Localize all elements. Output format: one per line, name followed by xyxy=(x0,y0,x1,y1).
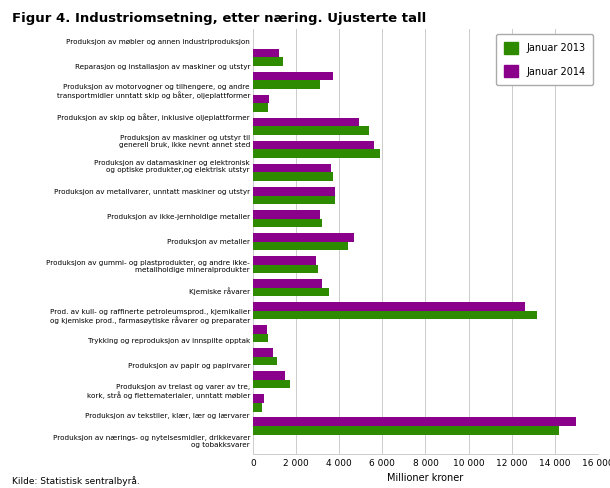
Text: Produksjon av ikke-jernholdige metaller: Produksjon av ikke-jernholdige metaller xyxy=(107,214,250,220)
Bar xyxy=(253,210,320,219)
Text: Produksjon av motorvogner og tilhengere, og andre
transportmidler unntatt skip o: Produksjon av motorvogner og tilhengere,… xyxy=(57,84,250,99)
Bar xyxy=(253,256,315,264)
Text: Figur 4. Industriomsetning, etter næring. Ujusterte tall: Figur 4. Industriomsetning, etter næring… xyxy=(12,12,426,25)
Bar xyxy=(253,118,359,126)
Text: Produksjon av trelast og varer av tre,
kork, strå og flettematerialer, unntatt m: Produksjon av trelast og varer av tre, k… xyxy=(87,384,250,399)
Bar xyxy=(253,287,329,296)
Bar xyxy=(253,149,380,158)
Bar xyxy=(253,49,279,57)
Bar xyxy=(253,196,335,204)
Bar xyxy=(253,357,277,366)
Bar xyxy=(253,417,576,426)
Bar xyxy=(253,279,322,287)
Bar xyxy=(253,219,322,227)
Bar xyxy=(253,163,331,172)
Bar xyxy=(253,126,370,135)
Bar xyxy=(253,95,269,103)
Bar xyxy=(253,264,318,273)
Bar xyxy=(253,242,348,250)
Bar xyxy=(253,81,320,89)
Text: Produksjon av papir og papirvarer: Produksjon av papir og papirvarer xyxy=(127,364,250,369)
Bar xyxy=(253,325,267,334)
Text: Produksjon av nærings- og nytelsesmidler, drikkevarer
og tobakksvarer: Produksjon av nærings- og nytelsesmidler… xyxy=(52,435,250,448)
Bar xyxy=(253,172,333,181)
Text: Produksjon av metaller: Produksjon av metaller xyxy=(167,239,250,244)
Bar xyxy=(253,311,537,320)
Bar xyxy=(253,380,290,388)
Text: Kjemiske råvarer: Kjemiske råvarer xyxy=(189,287,250,295)
Text: Produksjon av møbler og annen industriproduksjon: Produksjon av møbler og annen industripr… xyxy=(66,39,250,45)
Text: Produksjon av tekstiler, klær, lær og lærvarer: Produksjon av tekstiler, klær, lær og læ… xyxy=(85,413,250,419)
Bar xyxy=(253,371,285,380)
Text: Kilde: Statistisk sentralbyrå.: Kilde: Statistisk sentralbyrå. xyxy=(12,476,140,486)
Bar xyxy=(253,72,333,81)
Bar xyxy=(253,57,283,66)
Bar xyxy=(253,103,268,112)
Text: Produksjon av metallvarer, unntatt maskiner og utstyr: Produksjon av metallvarer, unntatt maski… xyxy=(54,188,250,195)
Text: Trykking og reproduksjon av innspilte opptak: Trykking og reproduksjon av innspilte op… xyxy=(88,339,250,345)
Bar xyxy=(253,187,335,196)
X-axis label: Millioner kroner: Millioner kroner xyxy=(387,473,464,483)
Text: Prod. av kull- og raffinerte petroleumsprod., kjemikalier
og kjemiske prod., far: Prod. av kull- og raffinerte petroleumsp… xyxy=(50,309,250,324)
Bar xyxy=(253,233,354,242)
Bar xyxy=(253,403,262,411)
Text: Produksjon av maskiner og utstyr til
generell bruk, ikke nevnt annet sted: Produksjon av maskiner og utstyr til gen… xyxy=(119,135,250,148)
Text: Reparasjon og installasjon av maskiner og utstyr: Reparasjon og installasjon av maskiner o… xyxy=(74,64,250,70)
Bar xyxy=(253,426,559,434)
Bar xyxy=(253,394,264,403)
Bar xyxy=(253,334,268,343)
Bar xyxy=(253,302,525,311)
Bar xyxy=(253,141,374,149)
Text: Produksjon av datamaskiner og elektronisk
og optiske produkter,og elektrisk utst: Produksjon av datamaskiner og elektronis… xyxy=(95,160,250,173)
Text: Produksjon av gummi- og plastprodukter, og andre ikke-
metallholdige mineralprod: Produksjon av gummi- og plastprodukter, … xyxy=(46,260,250,273)
Legend: Januar 2013, Januar 2014: Januar 2013, Januar 2014 xyxy=(496,34,593,85)
Bar xyxy=(253,348,273,357)
Text: Produksjon av skip og båter, inklusive oljeplattformer: Produksjon av skip og båter, inklusive o… xyxy=(57,113,250,121)
